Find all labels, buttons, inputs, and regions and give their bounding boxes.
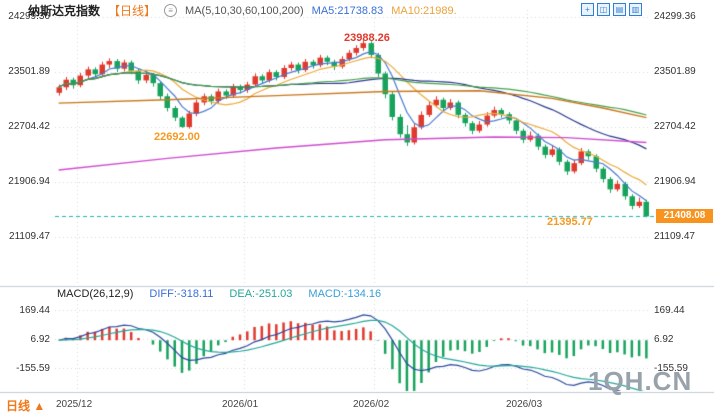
add-chart-icon[interactable]: +	[581, 3, 594, 16]
period-label: 日线	[6, 399, 31, 413]
macd-header: MACD(26,12,9) DIFF:-318.11 DEA:-251.03 M…	[57, 288, 381, 300]
macd-axis-label: 6.92	[30, 334, 50, 345]
indicator-settings-icon[interactable]: ≡	[164, 4, 178, 17]
price-axis-label: 24299.36	[654, 11, 696, 22]
price-axis-label: 23501.89	[654, 66, 696, 77]
period-tag: 【日线】	[108, 4, 157, 18]
price-axis-label: 21109.47	[654, 231, 695, 242]
high-price-annotation: 23988.26	[344, 32, 390, 44]
split-window-icon[interactable]: ◫	[597, 3, 610, 16]
macd-axis-label: -155.59	[654, 363, 688, 374]
price-axis-label: 21906.94	[8, 176, 50, 187]
indicator-layout-icon[interactable]: ▥	[629, 3, 642, 16]
macd-axis-label: 169.44	[19, 305, 50, 316]
macd-diff-value: DIFF:-318.11	[149, 288, 214, 300]
dec-low-annotation: 22692.00	[154, 131, 200, 143]
date-axis-label: 2026/03	[506, 399, 543, 410]
price-axis-label: 21906.94	[654, 176, 696, 187]
date-axis-label: 2026/01	[222, 399, 259, 410]
ma5-value: MA5:21738.83	[311, 4, 384, 17]
price-axis-label: 24299.36	[8, 11, 50, 22]
chart-toolbar: + ◫ ▤ ▥	[581, 3, 642, 16]
chart-header: 纳斯达克指数 【日线】 ≡ MA(5,10,30,60,100,200) MA5…	[28, 2, 457, 19]
price-axis-label: 22704.42	[8, 121, 50, 132]
macd-axis-label: 6.92	[654, 334, 674, 345]
site-watermark: 1QH.CN	[588, 366, 693, 396]
price-axis-label: 22704.42	[654, 121, 696, 132]
kline-style-icon[interactable]: ▤	[613, 3, 626, 16]
price-axis-label: 21109.47	[9, 231, 50, 242]
price-axis-label: 23501.89	[8, 66, 50, 77]
instrument-title: 纳斯达克指数	[28, 4, 101, 18]
macd-value: MACD:-134.16	[308, 288, 382, 300]
last-price-badge: 21408.08	[656, 209, 713, 223]
macd-axis-label: 169.44	[654, 305, 685, 316]
period-selector[interactable]: 日线 ▲	[6, 397, 45, 414]
date-axis-label: 2025/12	[56, 399, 93, 410]
date-axis-label: 2026/02	[353, 399, 390, 410]
macd-axis-label: -155.59	[16, 363, 50, 374]
ma10-value: MA10:21989.	[391, 4, 457, 17]
ma-params-label: MA(5,10,30,60,100,200)	[185, 4, 304, 17]
macd-params-label: MACD(26,12,9)	[57, 288, 134, 300]
current-low-annotation: 21395.77	[547, 216, 593, 228]
chevron-up-icon: ▲	[33, 399, 46, 413]
macd-dea-value: DEA:-251.03	[229, 288, 293, 300]
